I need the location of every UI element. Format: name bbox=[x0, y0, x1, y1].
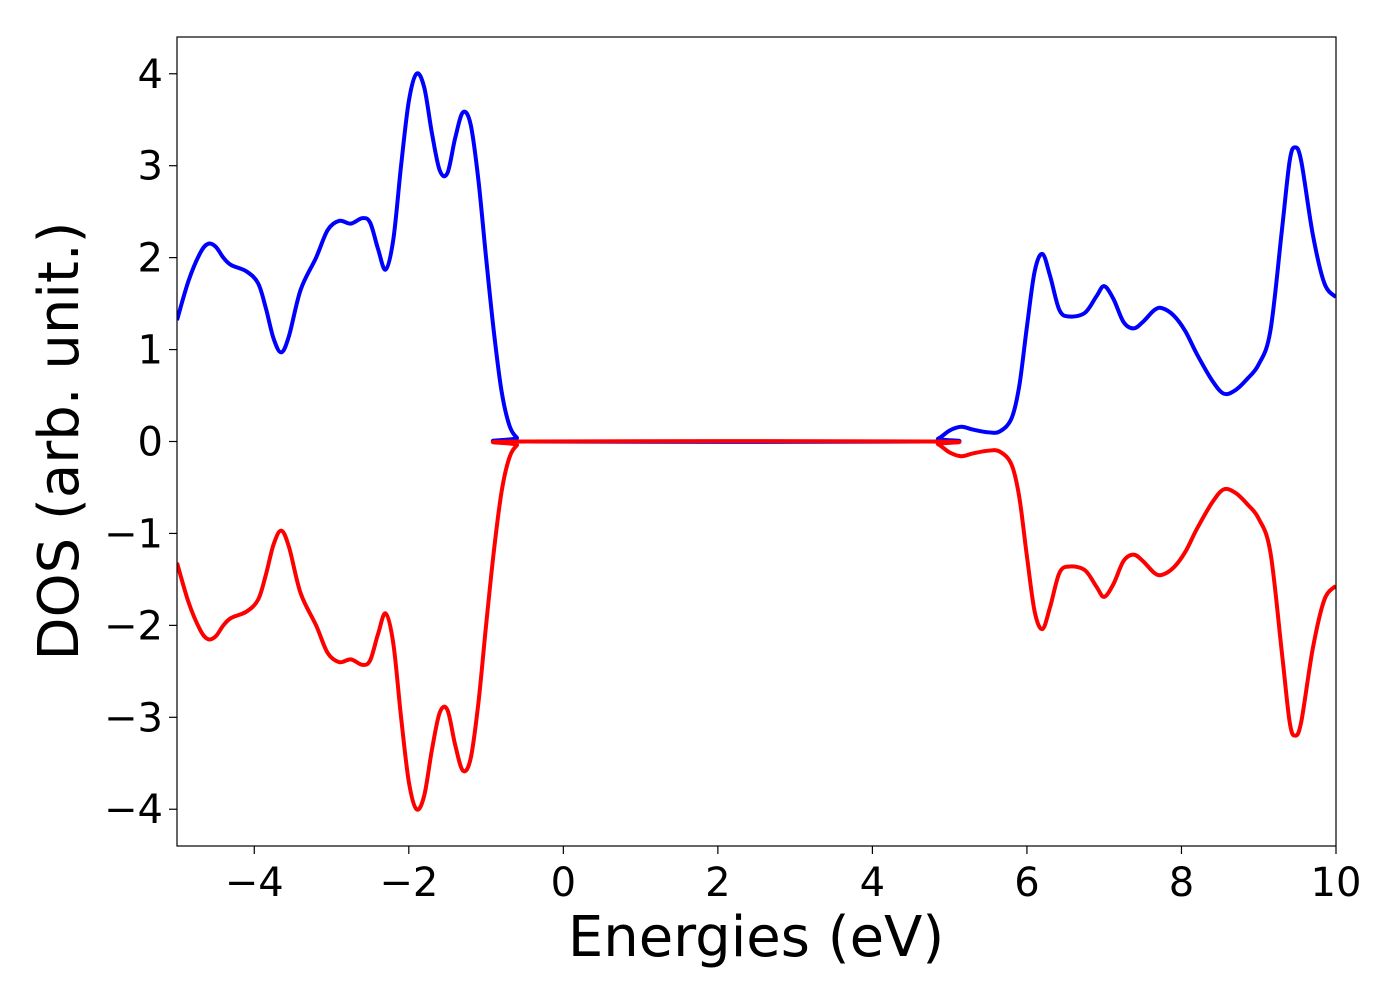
series-layer bbox=[177, 71, 1336, 812]
y-tick-label: 2 bbox=[138, 236, 163, 282]
x-tick-label: 0 bbox=[551, 860, 576, 906]
y-tick-label: 0 bbox=[138, 420, 163, 466]
x-tick-label: −4 bbox=[225, 860, 284, 906]
y-tick-label: 3 bbox=[138, 144, 163, 190]
x-tick-label: 10 bbox=[1311, 860, 1362, 906]
x-tick-label: 8 bbox=[1169, 860, 1194, 906]
x-axis-label: Energies (eV) bbox=[568, 905, 944, 970]
series-line-2 bbox=[177, 439, 1336, 812]
y-tick-label: −2 bbox=[104, 603, 163, 649]
y-tick-label: −3 bbox=[104, 695, 163, 741]
y-axis-label: DOS (arb. unit.) bbox=[27, 221, 92, 660]
y-tick-label: −1 bbox=[104, 511, 163, 557]
x-tick-label: 2 bbox=[705, 860, 730, 906]
x-tick-label: 4 bbox=[860, 860, 885, 906]
y-axis-ticks: 4 3 2 1 0 −1 −2 −3 −4 bbox=[104, 52, 177, 833]
x-axis-ticks: −4 −2 0 2 4 6 8 10 bbox=[225, 846, 1362, 906]
y-tick-label: 1 bbox=[138, 328, 163, 374]
x-tick-label: −2 bbox=[379, 860, 438, 906]
y-tick-label: −4 bbox=[104, 787, 163, 833]
x-tick-label: 6 bbox=[1014, 860, 1039, 906]
y-tick-label: 4 bbox=[138, 52, 163, 98]
